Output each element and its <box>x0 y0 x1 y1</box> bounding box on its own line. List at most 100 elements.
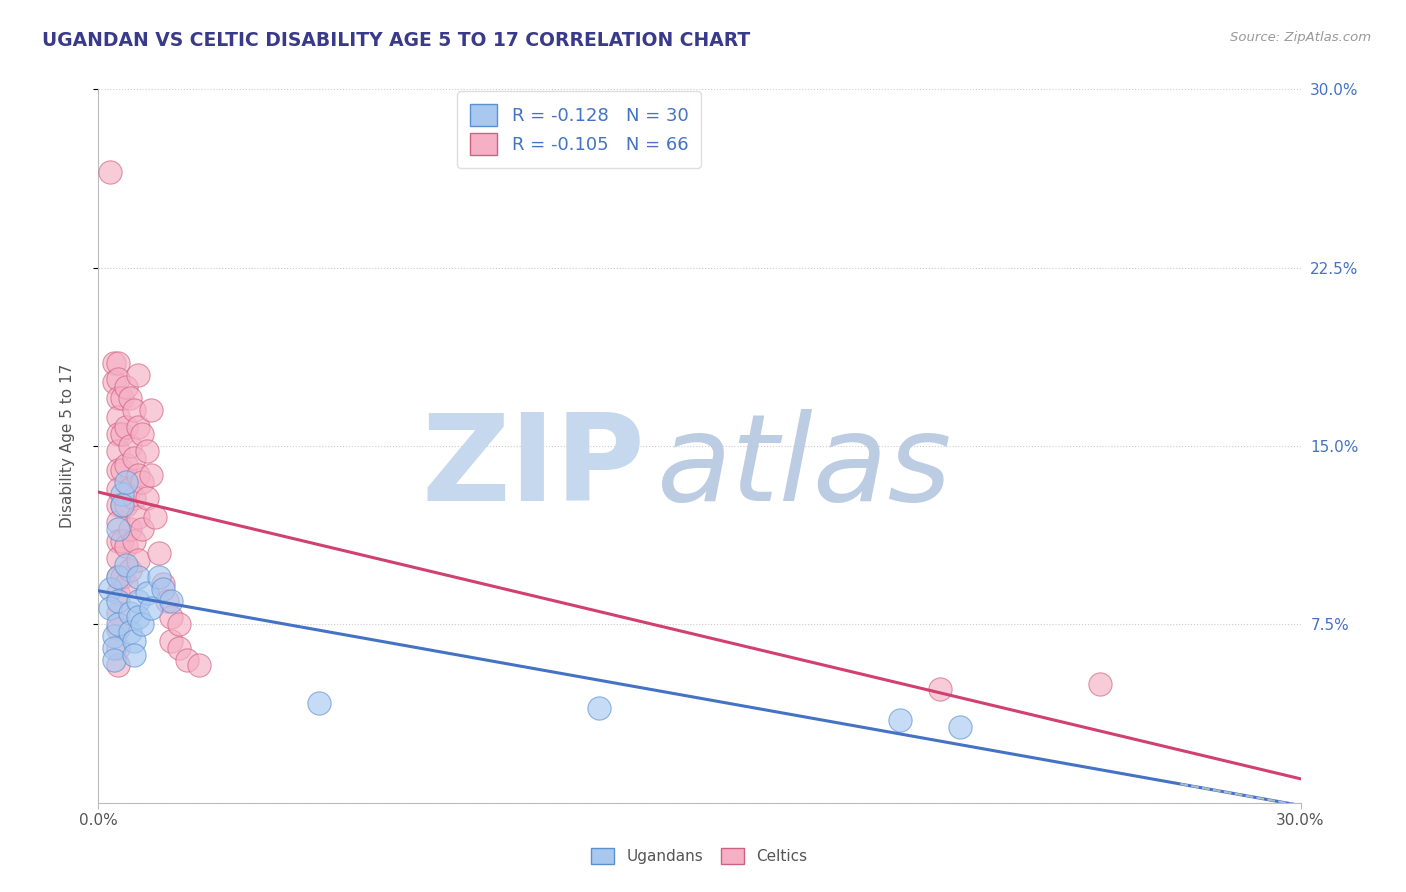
Point <box>167 641 190 656</box>
Point <box>100 165 122 179</box>
Point <box>100 582 122 596</box>
Point <box>167 617 190 632</box>
Point <box>107 641 129 656</box>
Point <box>159 610 181 624</box>
Point <box>111 534 134 549</box>
Text: Source: ZipAtlas.com: Source: ZipAtlas.com <box>1230 31 1371 45</box>
Point <box>107 570 129 584</box>
Point <box>176 653 198 667</box>
Point <box>143 510 166 524</box>
Point <box>111 499 134 513</box>
Point <box>124 403 146 417</box>
Point <box>107 443 129 458</box>
Point <box>120 606 142 620</box>
Point <box>107 515 129 529</box>
Point <box>120 563 142 577</box>
Point <box>120 392 142 406</box>
Point <box>120 439 142 453</box>
Point <box>128 510 150 524</box>
Point <box>107 622 129 636</box>
Point <box>135 491 157 506</box>
Point <box>107 593 129 607</box>
Point <box>1088 677 1111 691</box>
Point <box>148 546 170 560</box>
Point <box>889 713 911 727</box>
Point <box>929 681 952 696</box>
Point <box>128 570 150 584</box>
Y-axis label: Disability Age 5 to 17: Disability Age 5 to 17 <box>60 364 75 528</box>
Point <box>124 491 146 506</box>
Point <box>115 458 138 472</box>
Point <box>115 539 138 553</box>
Point <box>107 463 129 477</box>
Point <box>107 617 129 632</box>
Point <box>103 641 125 656</box>
Point <box>103 629 125 643</box>
Point <box>152 582 174 596</box>
Point <box>115 379 138 393</box>
Legend: Ugandans, Celtics: Ugandans, Celtics <box>585 842 814 870</box>
Point <box>159 593 181 607</box>
Point <box>111 486 134 500</box>
Point <box>139 403 162 417</box>
Point <box>308 696 330 710</box>
Point <box>103 653 125 667</box>
Point <box>107 657 129 672</box>
Point <box>139 600 162 615</box>
Point <box>949 720 972 734</box>
Point <box>128 610 150 624</box>
Point <box>107 522 129 536</box>
Point <box>128 368 150 382</box>
Point <box>111 570 134 584</box>
Point <box>111 427 134 442</box>
Point <box>107 372 129 386</box>
Point <box>120 522 142 536</box>
Point <box>107 550 129 565</box>
Point <box>115 475 138 489</box>
Point <box>100 600 122 615</box>
Point <box>131 427 153 442</box>
Point <box>107 410 129 425</box>
Point <box>124 450 146 465</box>
Point <box>131 475 153 489</box>
Point <box>107 482 129 496</box>
Text: ZIP: ZIP <box>422 409 645 526</box>
Point <box>124 634 146 648</box>
Point <box>128 467 150 482</box>
Point <box>115 558 138 572</box>
Point <box>111 392 134 406</box>
Point <box>115 420 138 434</box>
Point <box>103 356 125 370</box>
Point <box>128 553 150 567</box>
Point <box>111 463 134 477</box>
Point <box>155 593 177 607</box>
Text: atlas: atlas <box>658 409 953 526</box>
Point <box>107 570 129 584</box>
Point <box>111 499 134 513</box>
Point <box>131 617 153 632</box>
Point <box>115 499 138 513</box>
Point <box>135 443 157 458</box>
Point <box>107 427 129 442</box>
Point <box>107 586 129 600</box>
Point <box>115 577 138 591</box>
Point <box>588 700 610 714</box>
Point <box>107 534 129 549</box>
Point <box>103 375 125 389</box>
Point <box>187 657 209 672</box>
Point <box>139 467 162 482</box>
Point <box>120 482 142 496</box>
Point <box>131 522 153 536</box>
Point <box>135 586 157 600</box>
Point <box>120 624 142 639</box>
Text: UGANDAN VS CELTIC DISABILITY AGE 5 TO 17 CORRELATION CHART: UGANDAN VS CELTIC DISABILITY AGE 5 TO 17… <box>42 31 751 50</box>
Point <box>148 570 170 584</box>
Point <box>107 392 129 406</box>
Point <box>128 420 150 434</box>
Point <box>107 499 129 513</box>
Point <box>128 593 150 607</box>
Point <box>107 606 129 620</box>
Point <box>107 356 129 370</box>
Point <box>152 577 174 591</box>
Point <box>124 648 146 663</box>
